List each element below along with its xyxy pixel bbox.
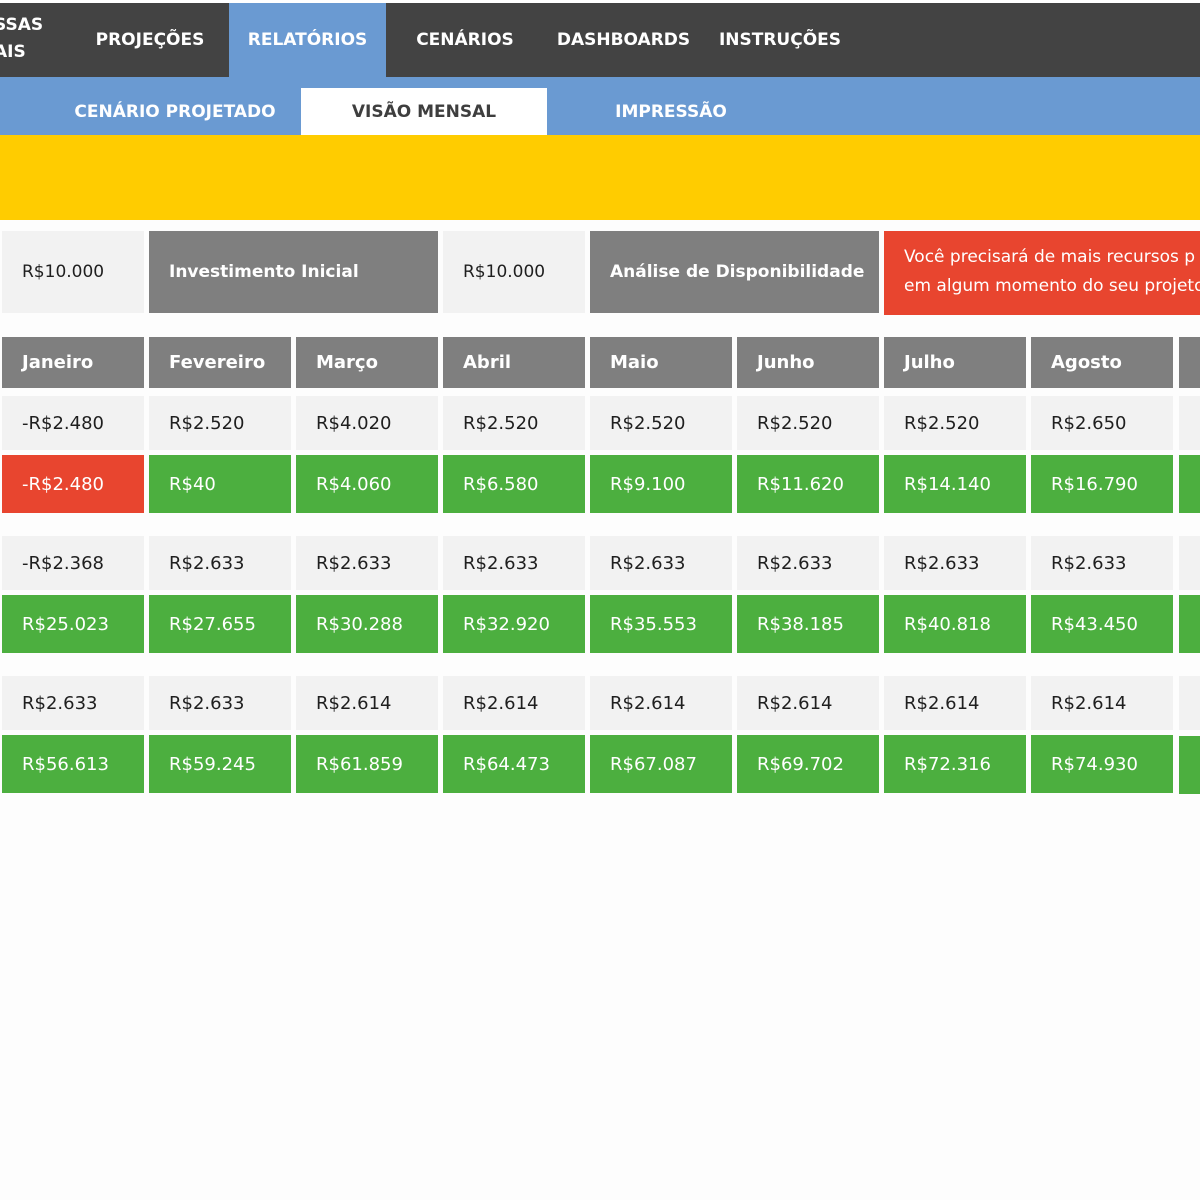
monthly-value-cell: R$2.633: [296, 536, 438, 590]
month-header: Janeiro: [2, 337, 144, 388]
cumulative-value-cell: R$72.316: [884, 735, 1026, 793]
cell-cropped: [1179, 736, 1200, 794]
cumulative-value-cell: R$14.140: [884, 455, 1026, 513]
cumulative-value-cell: R$56.613: [2, 735, 144, 793]
cell-cropped: [1179, 676, 1200, 730]
cumulative-value-cell: R$74.930: [1031, 735, 1173, 793]
monthly-value-cell: R$2.614: [443, 676, 585, 730]
availability-value: R$10.000: [443, 231, 585, 313]
monthly-value-cell: R$2.614: [1031, 676, 1173, 730]
availability-alert: Você precisará de mais recursos p em alg…: [884, 231, 1200, 315]
initial-investment-label: Investimento Inicial: [149, 231, 438, 313]
monthly-value-cell: R$2.614: [884, 676, 1026, 730]
monthly-value-cell: R$2.614: [296, 676, 438, 730]
cumulative-value-cell: R$11.620: [737, 455, 879, 513]
cumulative-value-cell: R$38.185: [737, 595, 879, 653]
nav-item-partial[interactable]: SSAS AIS: [0, 12, 64, 66]
cumulative-value-cell: R$43.450: [1031, 595, 1173, 653]
monthly-value-cell: R$2.633: [149, 676, 291, 730]
monthly-value-cell: R$2.520: [443, 396, 585, 450]
monthly-value-cell: R$2.614: [590, 676, 732, 730]
main-nav-bar: SSAS AIS PROJEÇÕES RELATÓRIOS CENÁRIOS D…: [0, 0, 1200, 77]
alert-line-1: Você precisará de mais recursos p: [904, 247, 1196, 267]
sheet-gridline: [0, 0, 1200, 3]
cumulative-value-cell: R$27.655: [149, 595, 291, 653]
cumulative-value-cell: R$40.818: [884, 595, 1026, 653]
cumulative-value-cell: R$35.553: [590, 595, 732, 653]
cumulative-value-cell: R$64.473: [443, 735, 585, 793]
cell-cropped: [1179, 455, 1200, 513]
month-header: Fevereiro: [149, 337, 291, 388]
cell-cropped: [1179, 396, 1200, 450]
nav-item-projecoes[interactable]: PROJEÇÕES: [95, 30, 205, 50]
monthly-value-cell: -R$2.480: [2, 396, 144, 450]
monthly-value-cell: R$2.633: [443, 536, 585, 590]
tab-visao-mensal[interactable]: VISÃO MENSAL: [301, 88, 547, 135]
cumulative-value-cell: R$32.920: [443, 595, 585, 653]
cumulative-value-cell: -R$2.480: [2, 455, 144, 513]
availability-label: Análise de Disponibilidade: [590, 231, 879, 313]
cumulative-value-cell: R$69.702: [737, 735, 879, 793]
monthly-value-cell: R$2.520: [149, 396, 291, 450]
tab-cenario-projetado[interactable]: CENÁRIO PROJETADO: [74, 101, 276, 122]
month-header: Julho: [884, 337, 1026, 388]
cumulative-value-cell: R$59.245: [149, 735, 291, 793]
cumulative-value-cell: R$4.060: [296, 455, 438, 513]
cell-cropped: [1179, 595, 1200, 653]
tab-impressao[interactable]: IMPRESSÃO: [615, 101, 727, 122]
cumulative-value-cell: R$16.790: [1031, 455, 1173, 513]
monthly-value-cell: R$2.614: [737, 676, 879, 730]
monthly-value-cell: R$4.020: [296, 396, 438, 450]
monthly-value-cell: R$2.520: [884, 396, 1026, 450]
monthly-value-cell: R$2.633: [149, 536, 291, 590]
monthly-value-cell: R$2.633: [590, 536, 732, 590]
month-header-cropped: [1179, 337, 1200, 388]
monthly-value-cell: R$2.520: [590, 396, 732, 450]
cumulative-value-cell: R$25.023: [2, 595, 144, 653]
month-header: Março: [296, 337, 438, 388]
monthly-value-cell: R$2.633: [884, 536, 1026, 590]
nav-item-instrucoes[interactable]: INSTRUÇÕES: [718, 30, 842, 50]
cumulative-value-cell: R$61.859: [296, 735, 438, 793]
nav-item-relatorios[interactable]: RELATÓRIOS: [229, 3, 386, 77]
monthly-value-cell: R$2.520: [737, 396, 879, 450]
monthly-value-cell: R$2.633: [1031, 536, 1173, 590]
header-banner: [0, 135, 1200, 220]
month-header: Agosto: [1031, 337, 1173, 388]
cumulative-value-cell: R$30.288: [296, 595, 438, 653]
cumulative-value-cell: R$40: [149, 455, 291, 513]
nav-partial-line-2: AIS: [0, 42, 26, 62]
monthly-value-cell: R$2.633: [2, 676, 144, 730]
initial-investment-value: R$10.000: [2, 231, 144, 313]
nav-item-cenarios[interactable]: CENÁRIOS: [416, 30, 514, 50]
nav-item-dashboards[interactable]: DASHBOARDS: [556, 30, 691, 50]
alert-line-2: em algum momento do seu projeto: [904, 276, 1200, 296]
month-header: Abril: [443, 337, 585, 388]
monthly-value-cell: R$2.633: [737, 536, 879, 590]
cumulative-value-cell: R$9.100: [590, 455, 732, 513]
sub-nav-bar: CENÁRIO PROJETADO VISÃO MENSAL IMPRESSÃO: [0, 77, 1200, 135]
month-header: Maio: [590, 337, 732, 388]
monthly-value-cell: -R$2.368: [2, 536, 144, 590]
month-header: Junho: [737, 337, 879, 388]
monthly-value-cell: R$2.650: [1031, 396, 1173, 450]
cell-cropped: [1179, 536, 1200, 590]
nav-partial-line-1: SSAS: [0, 15, 44, 35]
cumulative-value-cell: R$67.087: [590, 735, 732, 793]
cumulative-value-cell: R$6.580: [443, 455, 585, 513]
